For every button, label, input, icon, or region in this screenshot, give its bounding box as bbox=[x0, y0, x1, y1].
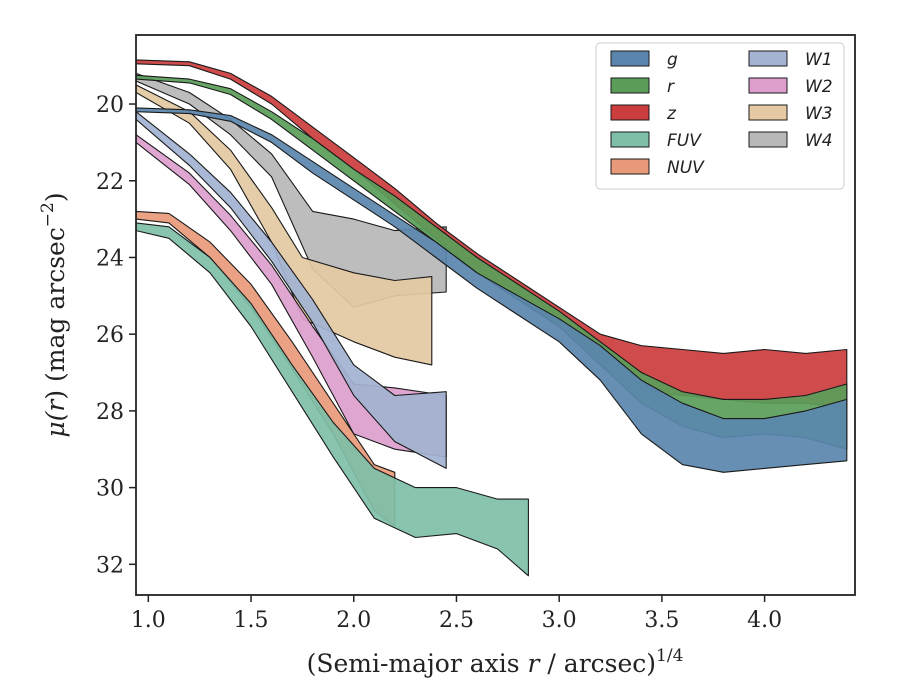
x-axis-label: (Semi-major axis r / arcsec)1/4 bbox=[307, 646, 684, 678]
plot-frame bbox=[135, 34, 856, 596]
x-tick-label: 3.0 bbox=[542, 608, 577, 633]
band-w1 bbox=[136, 111, 447, 469]
x-axis-label-main: (Semi-major axis bbox=[307, 649, 528, 678]
legend: grz FUV NUV W1 W2 W3 W4 bbox=[595, 42, 845, 190]
legend-label-fuv: FUV bbox=[667, 131, 702, 151]
band-w3 bbox=[136, 84, 433, 366]
x-axis-label-var: r bbox=[528, 649, 542, 678]
y-tick-label: 20 bbox=[96, 93, 124, 118]
x-axis-label-sup: 1/4 bbox=[656, 646, 683, 666]
y-axis-label-mu: μ( bbox=[41, 410, 70, 437]
x-tick-label: 2.5 bbox=[439, 608, 474, 633]
legend-label-w4: W4 bbox=[805, 131, 833, 151]
y-tick-label: 22 bbox=[96, 170, 124, 195]
legend-label-g: g bbox=[667, 50, 678, 70]
legend-swatch-w1 bbox=[748, 50, 788, 67]
x-tick-label: 1.0 bbox=[131, 608, 166, 633]
legend-swatch-w4 bbox=[748, 131, 788, 148]
legend-label-w2: W2 bbox=[805, 77, 833, 97]
legend-swatch-fuv bbox=[610, 131, 650, 148]
band-fuv bbox=[136, 222, 529, 577]
y-axis-label-close: ) bbox=[41, 192, 70, 202]
legend-label-nuv: NUV bbox=[667, 158, 705, 178]
y-axis-label-sup: −2 bbox=[38, 202, 58, 227]
x-axis-label-rest: / arcsec) bbox=[539, 649, 656, 678]
profile-bands bbox=[136, 59, 848, 577]
legend-swatch-w2 bbox=[748, 77, 788, 94]
x-tick-label: 2.0 bbox=[336, 608, 371, 633]
legend-label-r: r bbox=[667, 77, 675, 97]
band-g bbox=[136, 107, 848, 473]
x-tick-label: 1.5 bbox=[234, 608, 269, 633]
legend-swatch-g bbox=[610, 50, 650, 67]
y-axis-label-var: r bbox=[41, 398, 70, 412]
x-tick-label: 3.5 bbox=[644, 608, 679, 633]
y-axis-ticks: 20 22 24 26 28 30 32 bbox=[96, 93, 136, 578]
legend-label-w3: W3 bbox=[805, 104, 833, 124]
legend-items: grz FUV NUV W1 W2 W3 W4 bbox=[610, 50, 833, 178]
band-w4 bbox=[136, 72, 447, 308]
x-axis-ticks: 1.0 1.5 2.0 2.5 3.0 3.5 4.0 bbox=[131, 595, 782, 633]
y-tick-label: 30 bbox=[96, 477, 124, 502]
legend-label-z: z bbox=[666, 104, 677, 124]
y-tick-label: 24 bbox=[96, 246, 124, 271]
y-tick-label: 32 bbox=[96, 553, 124, 578]
legend-label-w1: W1 bbox=[805, 50, 833, 70]
y-tick-label: 26 bbox=[96, 323, 124, 348]
y-axis-label: μ(r) (mag arcsec−2) bbox=[38, 192, 70, 437]
legend-swatch-nuv bbox=[610, 158, 650, 175]
legend-swatch-r bbox=[610, 77, 650, 94]
x-tick-label: 4.0 bbox=[747, 608, 782, 633]
y-axis-label-rest: ) (mag arcsec bbox=[41, 227, 70, 400]
y-tick-label: 28 bbox=[96, 400, 124, 425]
legend-swatch-z bbox=[610, 104, 650, 121]
legend-swatch-w3 bbox=[748, 104, 788, 121]
